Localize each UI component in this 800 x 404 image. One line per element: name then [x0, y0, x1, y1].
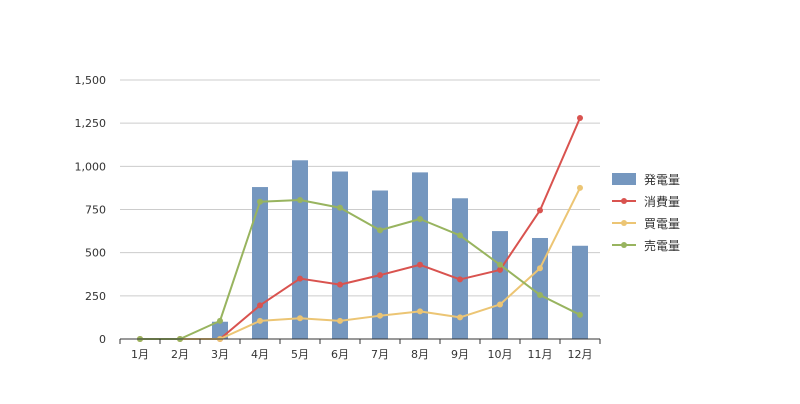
legend-item: 発電量: [612, 168, 680, 190]
data-point: [377, 272, 383, 279]
data-point: [457, 314, 463, 321]
legend-line-marker: [621, 220, 627, 226]
data-point: [457, 276, 463, 283]
data-point: [417, 261, 423, 268]
x-tick-label: 11月: [528, 348, 553, 361]
legend-line-marker: [621, 198, 627, 204]
legend-item: 買電量: [612, 212, 680, 234]
grid-layer: [120, 79, 600, 297]
data-point: [217, 317, 223, 324]
legend-label: 発電量: [644, 172, 681, 187]
legend-item: 消費量: [612, 190, 680, 212]
data-point: [537, 207, 543, 214]
legend-line-swatch: [612, 195, 636, 207]
data-point: [377, 312, 383, 319]
bar: [252, 187, 268, 339]
series-line: [140, 187, 581, 340]
y-tick-label: 1,000: [75, 160, 107, 173]
series-line: [140, 117, 581, 340]
data-point: [297, 197, 303, 204]
data-point: [337, 281, 343, 288]
x-tick-label: 3月: [211, 348, 229, 361]
legend-label: 売電量: [644, 238, 681, 253]
y-tick-label: 500: [85, 247, 106, 260]
data-point: [577, 311, 583, 318]
data-point: [497, 301, 503, 308]
x-tick-label: 4月: [251, 348, 269, 361]
data-point: [537, 265, 543, 272]
legend-line-marker: [621, 242, 627, 248]
bar: [532, 237, 548, 339]
legend-line-swatch: [612, 217, 636, 229]
data-point: [377, 227, 383, 234]
line-layer: [137, 114, 583, 342]
legend-label: 買電量: [644, 216, 681, 231]
y-tick-label: 750: [85, 204, 106, 217]
data-point: [297, 275, 303, 282]
y-tick-label: 1,250: [75, 117, 107, 130]
data-point: [537, 291, 543, 298]
bar: [412, 172, 428, 339]
data-point: [257, 302, 263, 309]
bar: [572, 245, 588, 339]
bar-layer: [212, 160, 588, 339]
data-point: [577, 184, 583, 191]
x-tick-label: 6月: [331, 348, 349, 361]
series-line: [140, 199, 581, 340]
y-tick-label: 250: [85, 290, 106, 303]
legend-bar-swatch: [612, 173, 636, 185]
x-tick-label: 9月: [451, 348, 469, 361]
y-tick-label: 0: [99, 333, 106, 346]
legend-line-swatch: [612, 239, 636, 251]
legend: 発電量消費量買電量売電量: [612, 168, 680, 256]
data-point: [417, 215, 423, 222]
data-point: [457, 232, 463, 239]
axis-layer: 0 250 500 750 1,000 1,250 1,500 1月 2月 3月 4月 5月 6月 7月 8…: [75, 74, 601, 361]
data-point: [577, 114, 583, 121]
x-tick-label: 5月: [291, 348, 309, 361]
x-tick-label: 12月: [568, 348, 593, 361]
bar: [292, 160, 308, 339]
bar: [492, 231, 508, 339]
data-point: [337, 317, 343, 324]
y-tick-label: 1,500: [75, 74, 107, 87]
x-tick-label: 10月: [488, 348, 513, 361]
data-point: [297, 315, 303, 322]
legend-label: 消費量: [644, 194, 681, 209]
x-tick-label: 8月: [411, 348, 429, 361]
legend-item: 売電量: [612, 234, 680, 256]
data-point: [257, 317, 263, 324]
data-point: [337, 204, 343, 211]
data-point: [257, 198, 263, 205]
data-point: [417, 308, 423, 315]
data-point: [497, 261, 503, 268]
data-point: [497, 266, 503, 273]
x-tick-label: 7月: [371, 348, 389, 361]
bar: [332, 171, 348, 339]
x-tick-label: 1月: [131, 348, 149, 361]
x-tick-label: 2月: [171, 348, 189, 361]
